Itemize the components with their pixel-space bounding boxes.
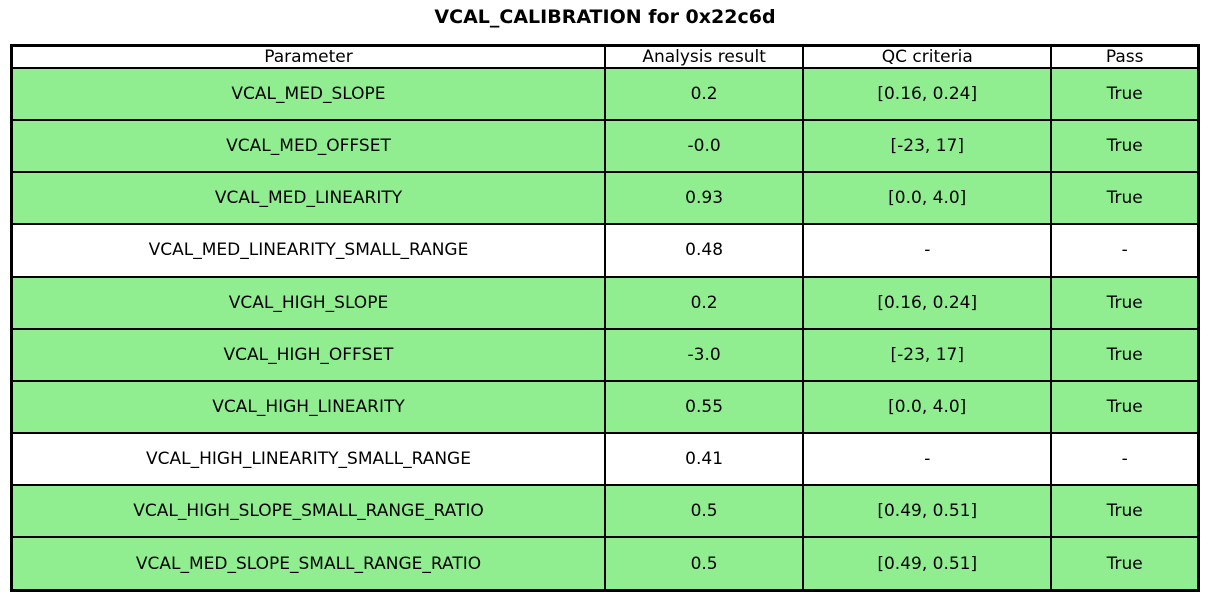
result-cell: 0.5: [603, 536, 805, 592]
pass-cell: True: [1050, 119, 1200, 174]
result-cell: -3.0: [603, 327, 805, 382]
pass-cell: -: [1050, 431, 1200, 487]
page-title: VCAL_CALIBRATION for 0x22c6d: [434, 6, 776, 28]
column-header-qc-criteria: QC criteria: [802, 44, 1053, 69]
criteria-cell: [0.0, 4.0]: [802, 379, 1053, 434]
criteria-cell: [0.16, 0.24]: [802, 275, 1053, 330]
criteria-cell: [-23, 17]: [802, 119, 1053, 174]
pass-cell: True: [1050, 483, 1200, 539]
result-cell: 0.2: [603, 275, 805, 330]
column-header-analysis-result: Analysis result: [603, 44, 805, 69]
table-row: VCAL_MED_LINEARITY 0.93 [0.0, 4.0] True: [10, 171, 1200, 226]
table-row: VCAL_MED_SLOPE 0.2 [0.16, 0.24] True: [10, 66, 1200, 122]
parameter-cell: VCAL_HIGH_LINEARITY_SMALL_RANGE: [10, 431, 606, 487]
results-table: Parameter Analysis result QC criteria Pa…: [10, 44, 1200, 592]
pass-cell: -: [1050, 223, 1200, 278]
result-cell: -0.0: [603, 119, 805, 174]
parameter-cell: VCAL_HIGH_SLOPE: [10, 275, 606, 330]
parameter-cell: VCAL_HIGH_LINEARITY: [10, 379, 606, 434]
parameter-cell: VCAL_HIGH_SLOPE_SMALL_RANGE_RATIO: [10, 483, 606, 539]
criteria-cell: -: [802, 431, 1053, 487]
pass-cell: True: [1050, 536, 1200, 592]
result-cell: 0.48: [603, 223, 805, 278]
table-row: VCAL_HIGH_SLOPE_SMALL_RANGE_RATIO 0.5 [0.4…: [10, 483, 1200, 539]
parameter-cell: VCAL_MED_SLOPE_SMALL_RANGE_RATIO: [10, 536, 606, 592]
criteria-cell: [0.16, 0.24]: [802, 66, 1053, 122]
pass-cell: True: [1050, 275, 1200, 330]
parameter-cell: VCAL_MED_LINEARITY: [10, 171, 606, 226]
table-row: VCAL_HIGH_LINEARITY 0.55 [0.0, 4.0] True: [10, 379, 1200, 434]
result-cell: 0.5: [603, 483, 805, 539]
result-cell: 0.55: [603, 379, 805, 434]
table-row: VCAL_MED_OFFSET -0.0 [-23, 17] True: [10, 119, 1200, 174]
parameter-cell: VCAL_MED_SLOPE: [10, 66, 606, 122]
pass-cell: True: [1050, 379, 1200, 434]
header-row: Parameter Analysis result QC criteria Pa…: [10, 44, 1200, 69]
pass-cell: True: [1050, 171, 1200, 226]
table-row: VCAL_MED_LINEARITY_SMALL_RANGE 0.48- -: [10, 223, 1200, 278]
table-row: VCAL_HIGH_SLOPE 0.2 [0.16, 0.24] True: [10, 275, 1200, 330]
table-body: VCAL_MED_SLOPE 0.2 [0.16, 0.24] True VCAL_ME…: [10, 66, 1200, 592]
parameter-cell: VCAL_MED_LINEARITY_SMALL_RANGE: [10, 223, 606, 278]
criteria-cell: -: [802, 223, 1053, 278]
result-cell: 0.2: [603, 66, 805, 122]
result-cell: 0.93: [603, 171, 805, 226]
parameter-cell: VCAL_MED_OFFSET: [10, 119, 606, 174]
table-row: VCAL_MED_SLOPE_SMALL_RANGE_RATIO 0.5 [0.49…: [10, 536, 1200, 592]
table-row: VCAL_HIGH_LINEARITY_SMALL_RANGE 0.41- -: [10, 431, 1200, 487]
criteria-cell: [-23, 17]: [802, 327, 1053, 382]
criteria-cell: [0.49, 0.51]: [802, 483, 1053, 539]
table-row: VCAL_HIGH_OFFSET -3.0 [-23, 17] True: [10, 327, 1200, 382]
result-cell: 0.41: [603, 431, 805, 487]
criteria-cell: [0.0, 4.0]: [802, 171, 1053, 226]
column-header-parameter: Parameter: [10, 44, 606, 69]
column-header-pass: Pass: [1050, 44, 1200, 69]
pass-cell: True: [1050, 66, 1200, 122]
pass-cell: True: [1050, 327, 1200, 382]
parameter-cell: VCAL_HIGH_OFFSET: [10, 327, 606, 382]
criteria-cell: [0.49, 0.51]: [802, 536, 1053, 592]
